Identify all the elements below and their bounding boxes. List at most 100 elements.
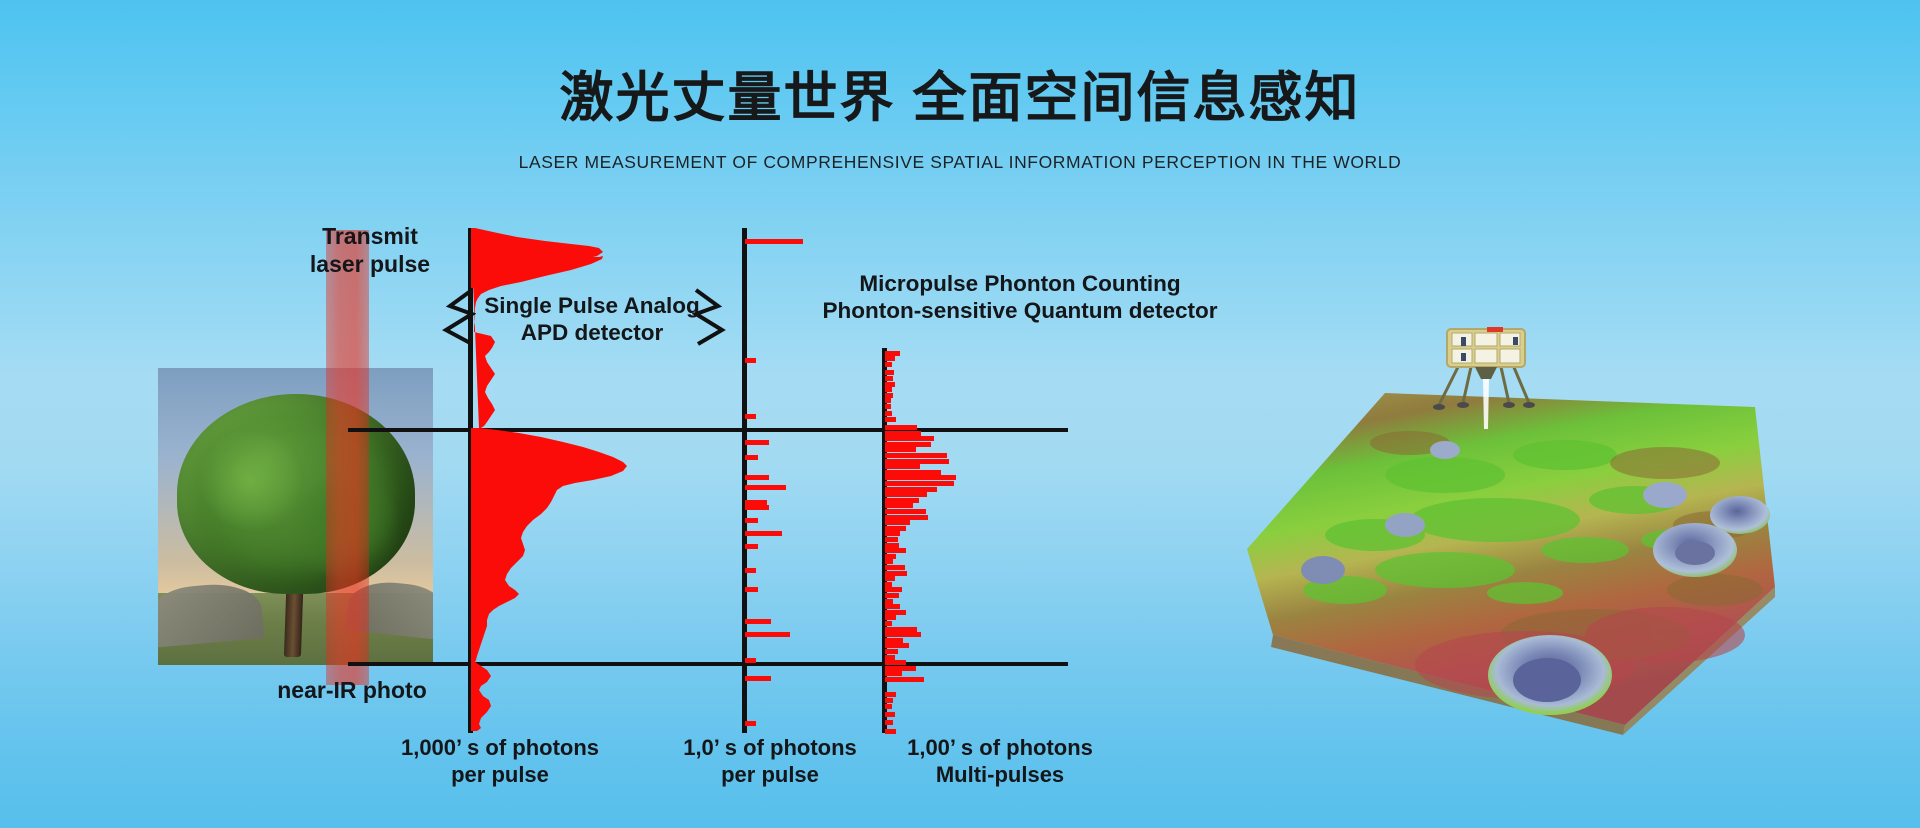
- photon-count-bar: [885, 509, 926, 514]
- caption-analog-line2: per pulse: [451, 761, 549, 787]
- photon-count-bar: [885, 698, 894, 703]
- transmit-label-line2: laser pulse: [309, 251, 431, 278]
- photon-count-bar: [885, 441, 932, 447]
- photon-count-bar: [745, 586, 759, 592]
- photon-count-bar: [745, 657, 757, 663]
- photon-count-bar: [885, 665, 916, 671]
- micropulse-detector-label: Micropulse Phonton Counting Phonton-sens…: [800, 270, 1240, 325]
- photon-count-bar: [885, 671, 902, 677]
- photon-count-bar: [885, 632, 922, 638]
- crater-c: [1710, 496, 1770, 534]
- photon-count-bar: [745, 475, 770, 481]
- photon-count-bar: [885, 425, 918, 430]
- caption-sparse-line2: per pulse: [721, 761, 819, 787]
- analog-waveform-trace: [471, 228, 627, 731]
- photon-count-bar: [885, 728, 897, 734]
- canopy-reference-line: [348, 428, 1068, 432]
- photon-count-bar: [885, 703, 892, 709]
- photon-count-bar: [745, 484, 786, 490]
- photon-count-bar: [885, 559, 894, 565]
- photon-count-bar: [745, 358, 757, 364]
- photon-count-bar: [885, 548, 906, 554]
- photon-count-bar: [885, 370, 895, 376]
- photon-count-bar: [885, 381, 895, 387]
- photon-count-bar: [885, 643, 909, 649]
- micro-label-line2: Phonton-sensitive Quantum detector: [822, 298, 1218, 324]
- photon-count-bar: [885, 598, 894, 604]
- photon-count-bar: [885, 692, 897, 698]
- photon-count-bar: [885, 553, 897, 559]
- ground-reference-line: [348, 662, 1068, 666]
- multipulse-axis: [882, 348, 887, 733]
- caption-sparse: 1,0’ s of photons per pulse: [620, 735, 920, 789]
- photon-count-bar: [885, 503, 913, 509]
- photon-count-bar: [885, 411, 892, 416]
- chart-single-photon-sparse: [692, 228, 862, 733]
- photon-count-bar: [885, 447, 916, 453]
- photon-count-bar: [885, 362, 892, 367]
- photon-count-bar: [885, 475, 957, 481]
- photon-count-bar: [885, 615, 897, 621]
- photon-count-bar: [745, 518, 759, 524]
- caption-analog: 1,000’ s of photons per pulse: [350, 735, 650, 789]
- photon-count-bar: [745, 414, 757, 419]
- caption-sparse-line1: 1,0’ s of photons: [683, 735, 857, 760]
- photon-count-bar: [885, 626, 918, 632]
- lunar-lander-icon: [1425, 327, 1545, 432]
- photon-count-bar: [885, 677, 925, 682]
- photon-count-bar: [885, 587, 902, 593]
- photon-count-bar: [885, 565, 905, 570]
- near-ir-photo-label: near-IR photo: [277, 677, 427, 703]
- photon-count-bar: [745, 499, 768, 505]
- photon-count-bar: [885, 537, 898, 542]
- photon-count-bar: [885, 416, 897, 422]
- photon-count-bar: [885, 356, 895, 362]
- photon-count-bar: [885, 486, 937, 492]
- photon-count-bar: [885, 376, 894, 381]
- photon-count-bar: [885, 525, 906, 531]
- page-subtitle: LASER MEASUREMENT OF COMPREHENSIVE SPATI…: [518, 152, 1402, 172]
- photon-count-bar: [745, 505, 770, 511]
- crater-f: [1430, 441, 1460, 459]
- photon-count-bar: [745, 631, 790, 637]
- lander-feet: [1433, 402, 1535, 410]
- lander-exhaust-plume: [1483, 379, 1489, 429]
- photon-count-bar: [745, 440, 770, 446]
- photon-count-bar: [885, 542, 899, 548]
- photon-count-bar: [885, 497, 919, 503]
- chart-multipulse-histogram: [882, 348, 1082, 734]
- photon-count-bar: [745, 544, 759, 550]
- photon-count-bar: [745, 568, 757, 574]
- photon-count-bar: [885, 593, 899, 598]
- photon-count-bar: [745, 454, 759, 460]
- analog-axis: [468, 228, 473, 733]
- crater-d: [1643, 482, 1687, 508]
- caption-multipulse: 1,00’ s of photons Multi-pulses: [840, 735, 1160, 789]
- photon-count-bar: [885, 350, 901, 356]
- photon-count-bar: [885, 398, 892, 404]
- crater-b-floor: [1675, 541, 1715, 565]
- photon-count-bar: [885, 514, 929, 520]
- transmit-label-line1: Transmit: [322, 223, 418, 249]
- photon-count-bar: [885, 464, 920, 470]
- photon-count-bar: [885, 458, 950, 464]
- photon-count-bar: [885, 649, 898, 654]
- lander-marker-red: [1487, 327, 1503, 332]
- photon-count-bar: [885, 430, 922, 436]
- photon-count-bar: [885, 520, 911, 526]
- tree-photo-icon: [158, 368, 433, 665]
- photon-count-bar: [745, 531, 783, 537]
- photon-count-bar: [885, 654, 895, 660]
- dem-terrain-icon: [1195, 335, 1795, 735]
- photon-count-bar: [885, 609, 906, 615]
- photon-count-bar: [885, 660, 906, 666]
- photon-count-bar: [885, 392, 894, 398]
- photon-count-bar: [885, 453, 947, 458]
- photon-count-bar: [885, 492, 927, 498]
- photon-count-bar: [885, 604, 901, 610]
- photo-canopy: [176, 394, 415, 594]
- photon-count-bar: [885, 712, 895, 717]
- sparse-axis: [742, 228, 747, 733]
- photon-count-bar: [885, 570, 908, 576]
